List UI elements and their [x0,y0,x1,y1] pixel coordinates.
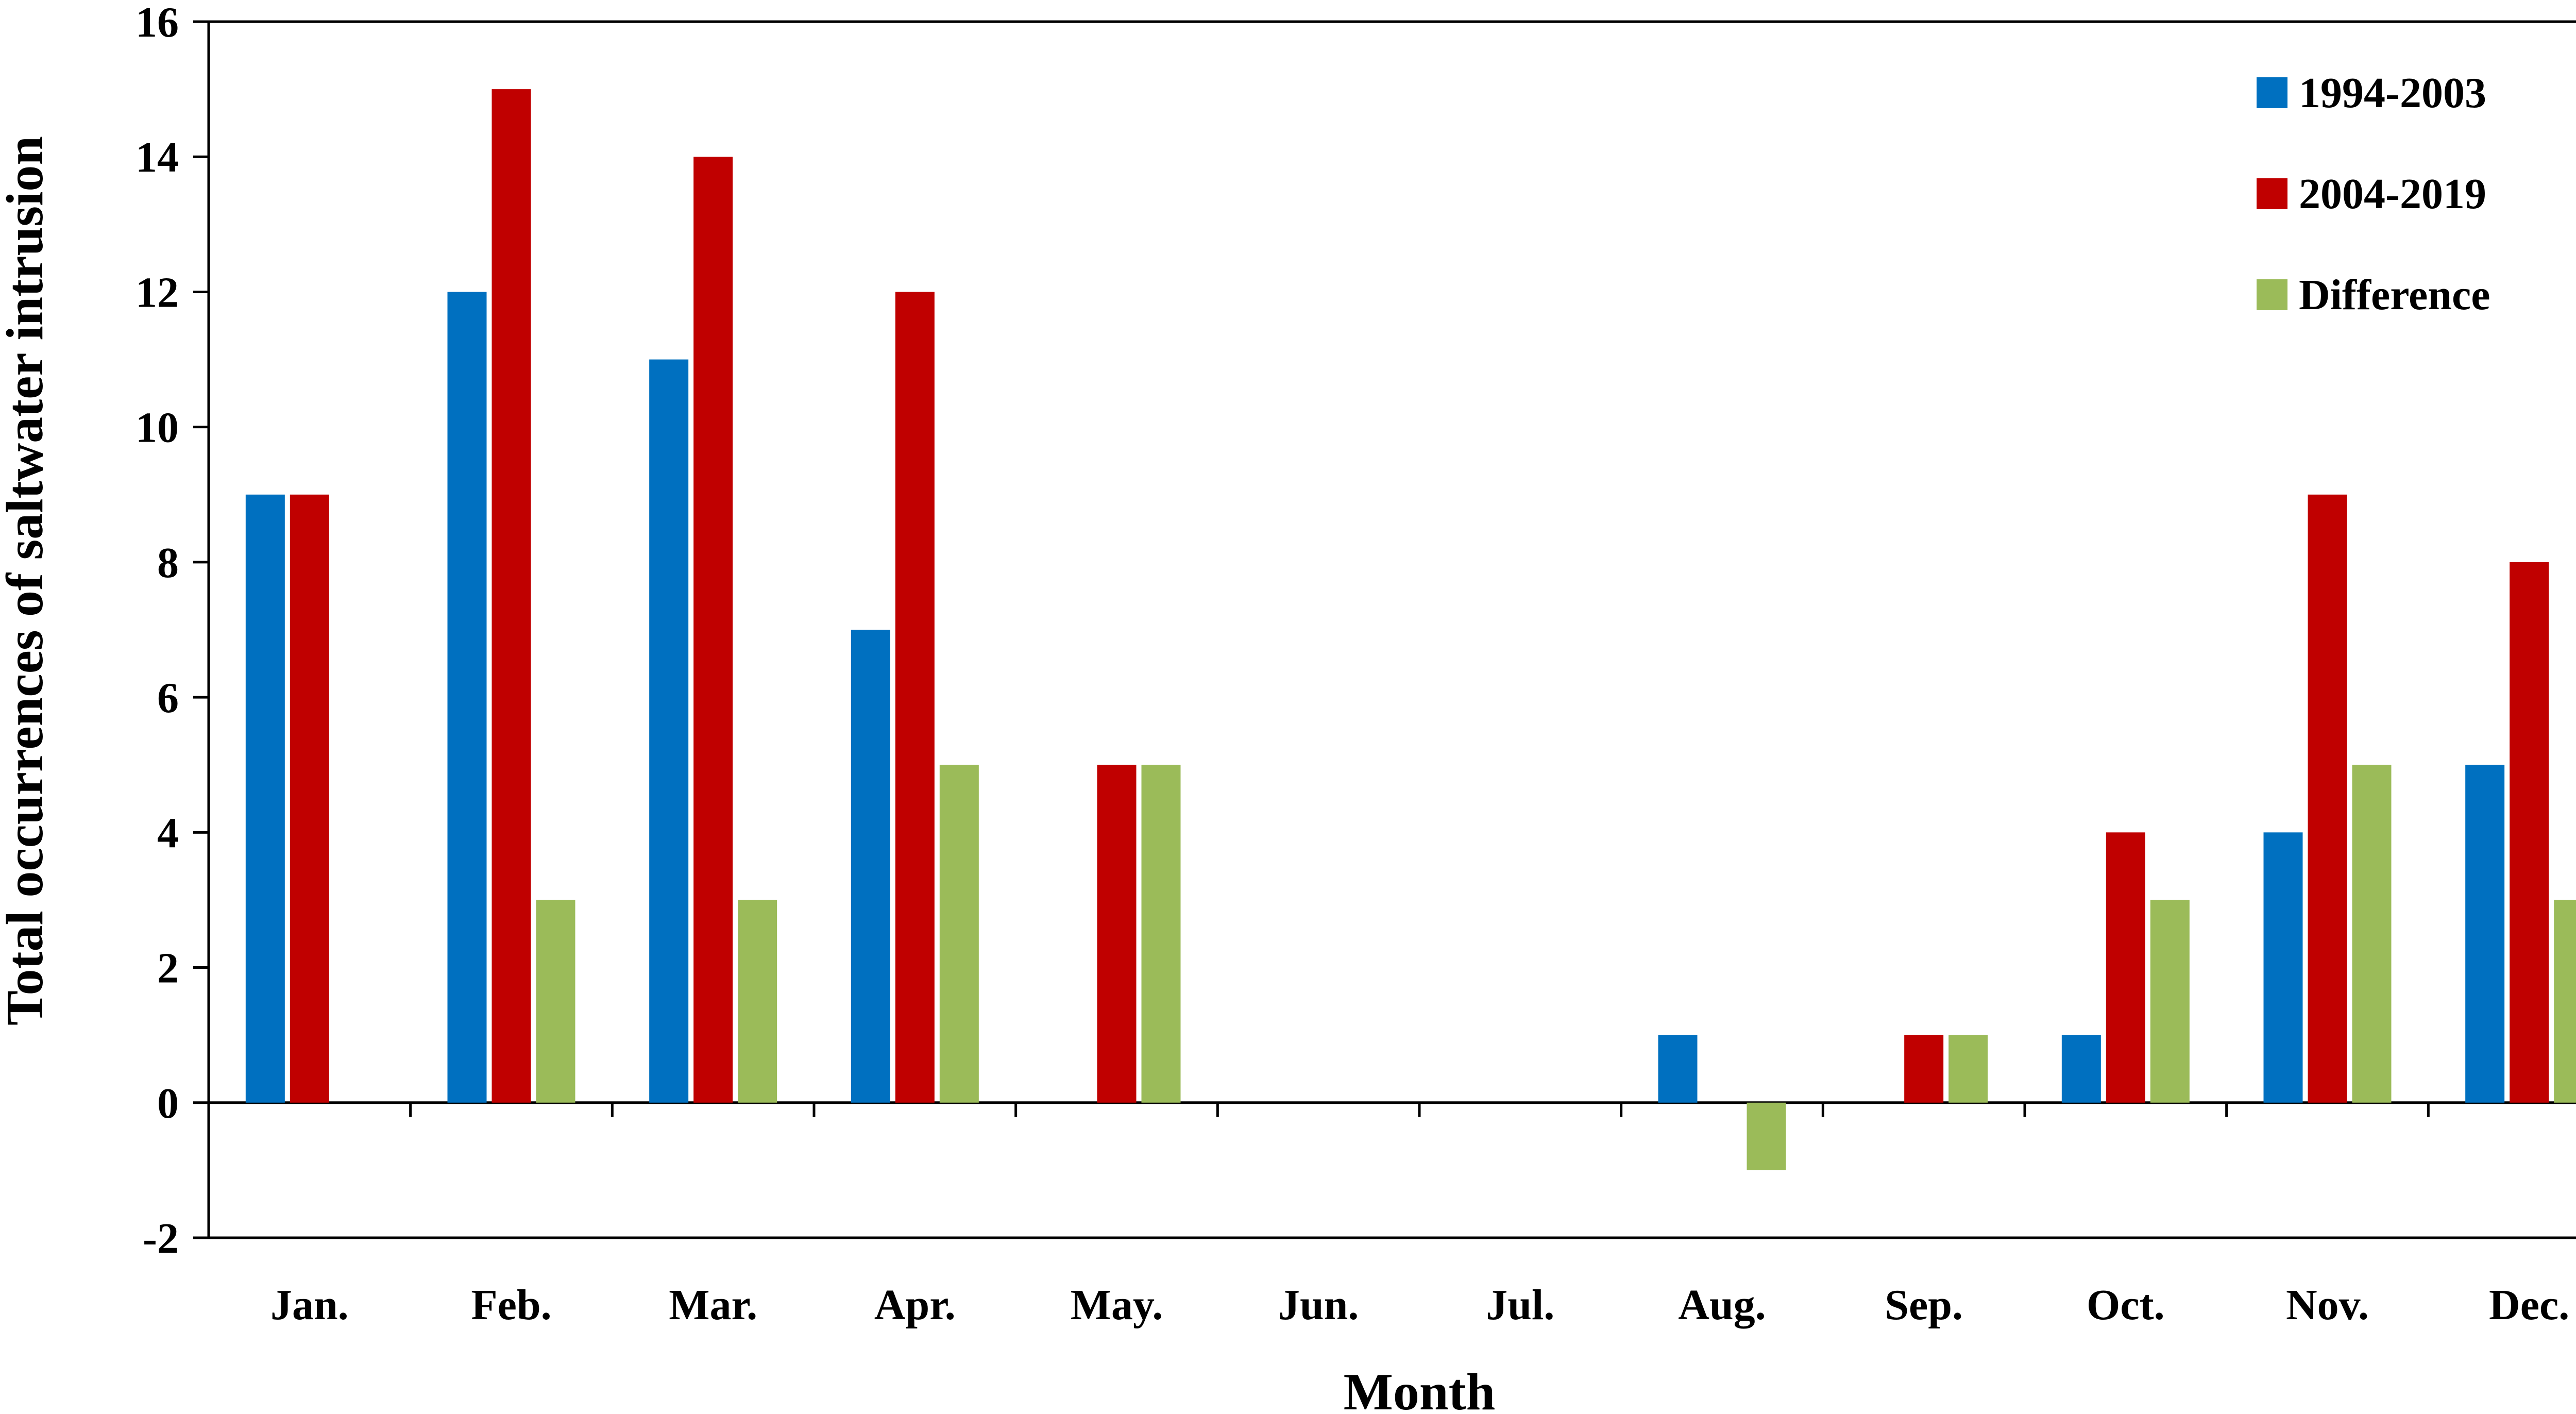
x-tick-label: Jun. [1278,1281,1359,1329]
x-tick-label: Apr. [874,1281,956,1329]
legend-swatch [2257,279,2287,310]
x-tick-label: May. [1071,1281,1163,1329]
bar-difference [2352,765,2392,1103]
x-axis-title: Month [1344,1363,1496,1414]
y-tick-label: 8 [157,539,179,587]
bar-2004-2019 [2106,832,2145,1103]
bar-2004-2019 [290,494,329,1103]
bar-1994-2003 [2465,765,2505,1103]
bar-2004-2019 [1904,1035,1944,1103]
y-tick-label: 6 [157,674,179,722]
x-tick-label: Dec. [2489,1281,2569,1329]
bar-difference [738,900,777,1103]
legend-label: Difference [2299,271,2490,319]
legend-swatch [2257,77,2287,108]
plot-area-frame [207,20,2576,1239]
x-tick-label: Oct. [2087,1281,2165,1329]
y-tick-label: 14 [135,133,179,181]
bar-1994-2003 [2263,832,2303,1103]
legend-label: 2004-2019 [2299,170,2486,218]
y-tick-label: 2 [157,945,179,992]
y-tick-label: 0 [157,1080,179,1127]
bar-1994-2003 [245,494,285,1103]
bar-1994-2003 [2061,1035,2101,1103]
x-tick-label: Jul. [1486,1281,1554,1329]
bar-1994-2003 [851,630,890,1103]
bar-difference [1141,765,1181,1103]
bar-1994-2003 [649,359,689,1103]
y-tick-label: 16 [135,0,179,46]
x-tick-label: Feb. [471,1281,551,1329]
bar-difference [1948,1035,1988,1103]
y-tick-label: 10 [135,404,179,452]
bar-difference [1747,1102,1786,1170]
bar-2004-2019 [693,157,733,1103]
y-tick-label: -2 [143,1215,179,1262]
legend-swatch [2257,178,2287,209]
bar-2004-2019 [2308,494,2347,1103]
x-tick-label: Nov. [2286,1281,2369,1329]
bar-difference [2150,900,2190,1103]
y-tick-label: 12 [135,268,179,316]
x-tick-label: Jan. [270,1281,349,1329]
x-tick-label: Sep. [1885,1281,1963,1329]
y-axis-title: Total occurrences of saltwater intrusion [0,136,54,1025]
bar-difference [939,765,979,1103]
bar-1994-2003 [1658,1035,1698,1103]
bar-2004-2019 [1097,765,1137,1103]
bar-2004-2019 [895,292,935,1103]
legend-label: 1994-2003 [2299,69,2486,117]
x-tick-label: Aug. [1678,1281,1766,1329]
bar-2004-2019 [492,89,531,1103]
bar-difference [536,900,575,1103]
bar-difference [2554,900,2576,1103]
bar-1994-2003 [447,292,487,1103]
x-tick-label: Mar. [669,1281,757,1329]
y-tick-label: 4 [157,809,179,857]
bar-2004-2019 [2510,562,2549,1103]
